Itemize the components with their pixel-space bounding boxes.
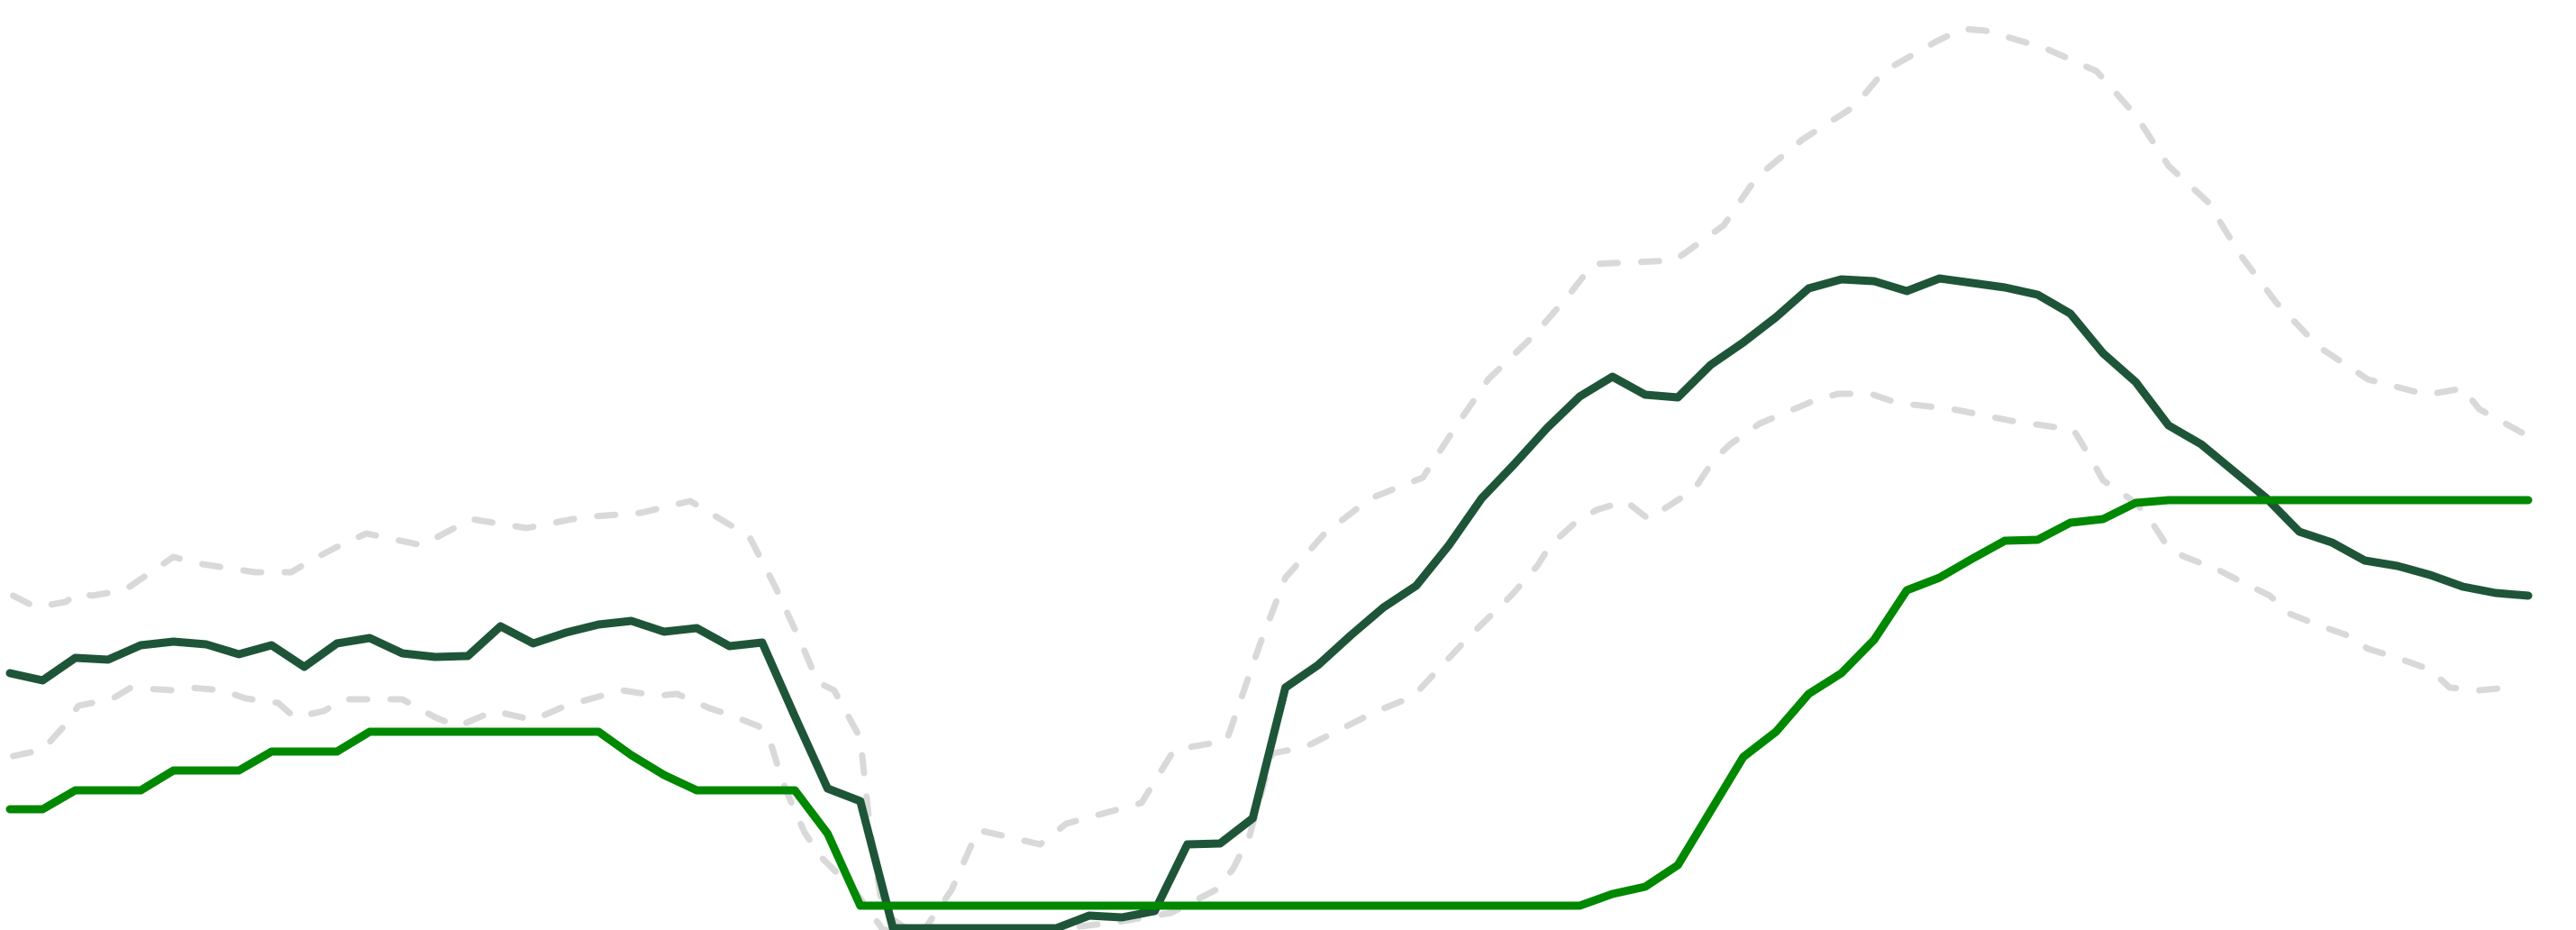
- series-line: [10, 390, 2512, 930]
- series-1-dashed: [10, 390, 2512, 930]
- series-2-solid: [5, 274, 2533, 930]
- series-line: [5, 274, 2533, 930]
- series-3-solid: [5, 496, 2533, 910]
- series-line: [10, 25, 2532, 930]
- series-line: [5, 496, 2533, 910]
- series-0-dashed: [10, 25, 2532, 930]
